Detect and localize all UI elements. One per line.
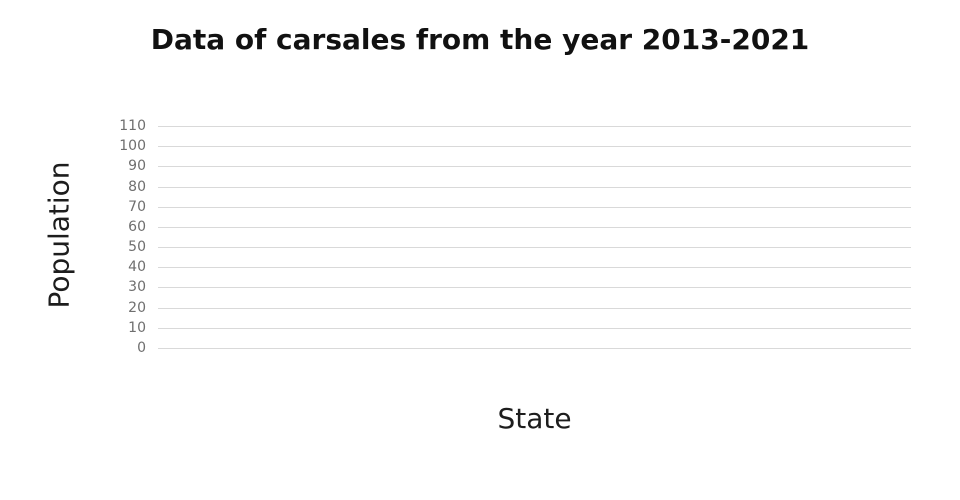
- y-tick-label: 110: [119, 118, 146, 134]
- gridline: [158, 126, 911, 127]
- gridline: [158, 348, 911, 349]
- y-tick-label: 30: [128, 279, 146, 296]
- gridline: [158, 267, 911, 269]
- y-axis-title: Population: [42, 161, 76, 309]
- y-tick-label: 50: [128, 239, 146, 256]
- x-axis-title: State: [497, 402, 572, 435]
- y-tick-label: 0: [137, 340, 146, 356]
- gridline: [158, 166, 911, 168]
- chart-title: Data of carsales from the year 2013-2021: [150, 23, 810, 56]
- y-tick-label: 40: [128, 259, 146, 276]
- y-tick-label: 20: [128, 299, 146, 316]
- gridline: [158, 307, 911, 309]
- gridline: [158, 226, 911, 228]
- gridline: [158, 206, 911, 208]
- y-tick-label: 60: [128, 218, 146, 235]
- gridline: [158, 186, 911, 188]
- plot-area: 110 100 90 80 70 60 50 40 30 20 10 0: [119, 119, 911, 355]
- y-tick-label: 90: [128, 158, 146, 175]
- y-tick-label: 80: [128, 178, 146, 195]
- gridline: [158, 287, 911, 289]
- gridline: [158, 327, 911, 329]
- y-tick-label: 70: [128, 198, 146, 215]
- gridline: [158, 146, 911, 148]
- y-tick-label: 10: [128, 319, 146, 336]
- y-tick-label: 100: [119, 138, 146, 155]
- gridline: [158, 247, 911, 249]
